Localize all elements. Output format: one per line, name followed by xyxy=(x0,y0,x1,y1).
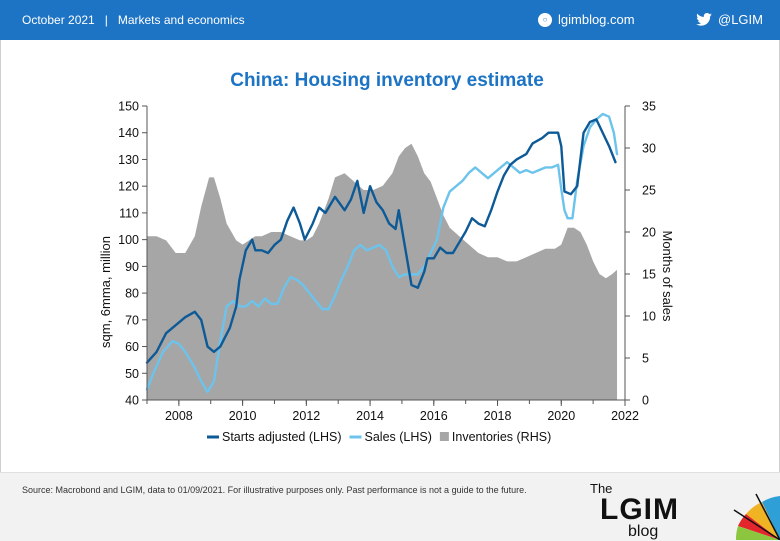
footer: Source: Macrobond and LGIM, data to 01/0… xyxy=(0,472,780,541)
axes: 40 50 60 70 80 90 100 110 120 130 140 150 0 5 10 15 20 25… xyxy=(118,100,656,424)
top-bar: October 2021 | Markets and economics ○ lgi… xyxy=(0,0,780,40)
inventories-area xyxy=(147,143,618,401)
x-tick-label: 2016 xyxy=(420,409,448,423)
y2-tick-label: 15 xyxy=(642,268,656,282)
y-tick-label: 100 xyxy=(118,233,139,247)
legend-inventories-swatch xyxy=(439,432,449,441)
x-tick-label: 2008 xyxy=(165,409,193,423)
y2-tick-label: 35 xyxy=(642,100,656,114)
y-tick-label: 120 xyxy=(118,180,139,194)
legend-starts-label: Starts adjusted (LHS) xyxy=(222,430,342,444)
y-tick-label: 40 xyxy=(125,394,139,408)
twitter-icon xyxy=(696,13,712,26)
y-tick-label: 60 xyxy=(125,340,139,354)
x-tick-label: 2012 xyxy=(292,409,320,423)
twitter-handle: @LGIM xyxy=(718,12,763,27)
y-tick-label: 90 xyxy=(125,260,139,274)
logo-blog: blog xyxy=(628,523,659,540)
logo-the: The xyxy=(590,481,613,496)
header-section[interactable]: Markets and economics xyxy=(117,13,245,27)
y2-tick-label: 25 xyxy=(642,184,656,198)
header-left: October 2021 | Markets and economics xyxy=(22,13,245,27)
chart-title: China: Housing inventory estimate xyxy=(230,70,544,91)
y-tick-label: 140 xyxy=(118,126,139,140)
blog-link-label: lgimblog.com xyxy=(558,12,635,27)
header-date: October 2021 xyxy=(22,13,95,27)
legend-inventories-label: Inventories (RHS) xyxy=(452,430,551,444)
y2-axis-label: Months of sales xyxy=(660,230,675,322)
x-tick-label: 2022 xyxy=(611,409,639,423)
x-tick-label: 2018 xyxy=(484,409,512,423)
legend-sales-label: Sales (LHS) xyxy=(365,430,432,444)
y2-tick-label: 0 xyxy=(642,394,649,408)
logo-lgim: LGIM xyxy=(600,493,679,526)
x-tick-label: 2014 xyxy=(356,409,384,423)
twitter-link[interactable]: @LGIM xyxy=(696,12,763,27)
y2-tick-label: 5 xyxy=(642,352,649,366)
y-tick-label: 150 xyxy=(118,100,139,114)
blog-link[interactable]: ○ lgimblog.com xyxy=(538,12,635,27)
y-tick-label: 70 xyxy=(125,313,139,327)
y-tick-label: 110 xyxy=(119,206,139,220)
globe-icon: ○ xyxy=(538,12,552,27)
y-axis-label: sqm, 6mma, million xyxy=(98,236,113,348)
x-tick-label: 2010 xyxy=(229,409,257,423)
x-tick-label: 2020 xyxy=(547,409,575,423)
y2-tick-label: 30 xyxy=(642,142,656,156)
y-tick-label: 130 xyxy=(118,153,139,167)
starts-line xyxy=(145,118,617,364)
chart: China: Housing inventory estimate sqm, 6… xyxy=(98,70,675,444)
y2-tick-label: 20 xyxy=(642,226,656,240)
y2-tick-label: 10 xyxy=(642,310,656,324)
header-separator: | xyxy=(104,13,108,27)
source-note: Source: Macrobond and LGIM, data to 01/0… xyxy=(22,485,527,495)
plot-area xyxy=(145,112,619,401)
legend: Starts adjusted (LHS) Sales (LHS) Inventor… xyxy=(207,430,551,444)
y-tick-label: 50 xyxy=(125,367,139,381)
y-tick-label: 80 xyxy=(125,287,139,301)
umbrella-icon xyxy=(733,493,780,540)
